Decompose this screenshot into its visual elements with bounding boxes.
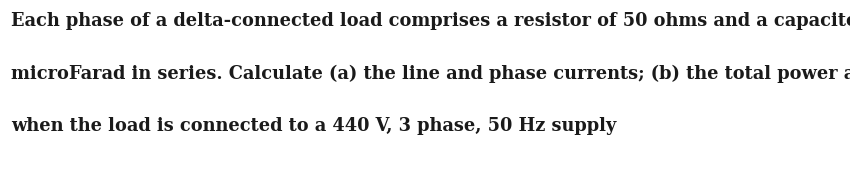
- Text: Each phase of a delta-connected load comprises a resistor of 50 ohms and a capac: Each phase of a delta-connected load com…: [11, 12, 850, 30]
- Text: microFarad in series. Calculate (a) the line and phase currents; (b) the total p: microFarad in series. Calculate (a) the …: [11, 65, 850, 83]
- Text: when the load is connected to a 440 V, 3 phase, 50 Hz supply: when the load is connected to a 440 V, 3…: [11, 117, 616, 135]
